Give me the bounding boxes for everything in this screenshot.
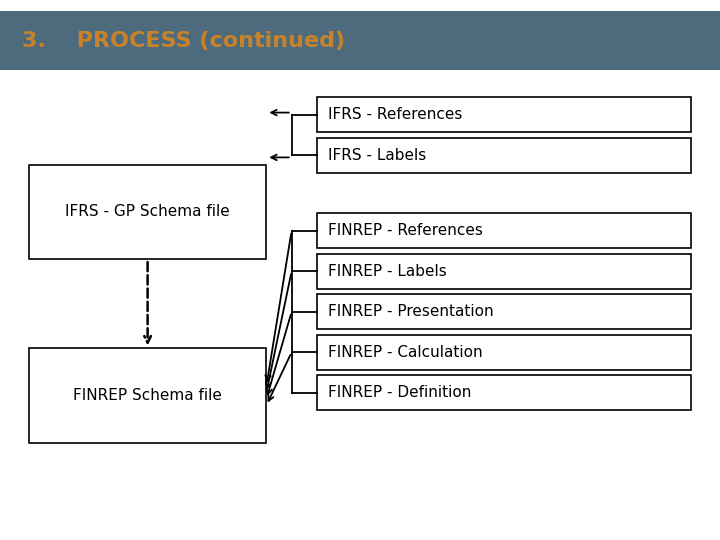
Bar [317,213,691,248]
Bar [317,375,691,410]
Text: IFRS - GP Schema file: IFRS - GP Schema file [66,205,230,219]
Text: 3.    PROCESS (continued): 3. PROCESS (continued) [22,30,345,51]
Text: IFRS - Labels: IFRS - Labels [328,148,426,163]
Text: FINREP Schema file: FINREP Schema file [73,388,222,403]
Text: FINREP - References: FINREP - References [328,224,482,238]
Text: FINREP - Definition: FINREP - Definition [328,386,471,400]
Bar [29,348,266,443]
Bar [29,165,266,259]
Bar [317,294,691,329]
Bar [317,335,691,370]
Text: FINREP - Calculation: FINREP - Calculation [328,345,482,360]
Bar [317,254,691,289]
Text: IFRS - References: IFRS - References [328,107,462,122]
Text: FINREP - Labels: FINREP - Labels [328,264,446,279]
Bar [317,138,691,173]
Text: FINREP - Presentation: FINREP - Presentation [328,305,493,319]
Bar [317,97,691,132]
Bar [0,11,720,70]
